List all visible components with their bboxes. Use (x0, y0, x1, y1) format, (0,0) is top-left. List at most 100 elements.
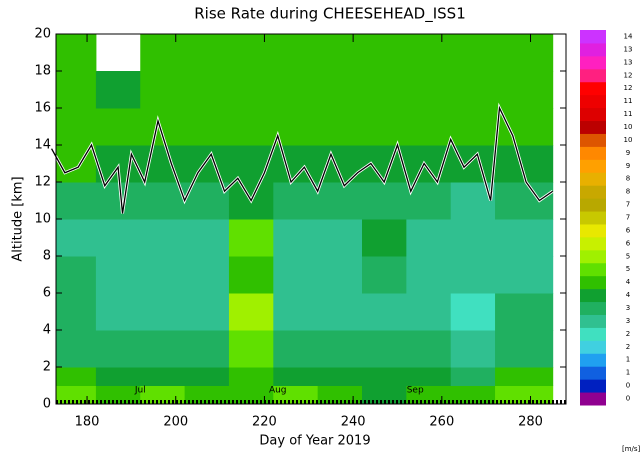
colorbar-label: 10 (624, 123, 633, 131)
colorbar-segment (580, 133, 606, 147)
heat-cell (362, 71, 407, 109)
heat-cell (228, 219, 274, 257)
colorbar-segment (580, 185, 606, 199)
heat-cell (140, 182, 186, 220)
heat-cell (56, 330, 97, 368)
colorbar-segment (580, 42, 606, 57)
heat-cell (228, 385, 274, 405)
heat-cell (228, 34, 274, 72)
tropopause-line (50, 105, 554, 214)
heat-cell (495, 219, 554, 257)
heat-cell (140, 330, 186, 368)
colorbar-segment (580, 288, 606, 303)
colorbar-segment (580, 223, 606, 238)
month-label: Sep (407, 386, 424, 396)
heat-cell (450, 256, 496, 294)
colorbar-label: 9 (626, 149, 630, 157)
heat-cell (273, 71, 319, 109)
heat-cell (56, 367, 97, 386)
colorbar-label: 11 (624, 97, 633, 105)
heat-cell (273, 293, 319, 331)
heat-cell (56, 145, 97, 183)
heat-cell (450, 293, 496, 331)
month-label: Aug (269, 386, 287, 396)
colorbar-label: 8 (626, 188, 630, 196)
colorbar-segment (580, 314, 606, 328)
heat-cell (317, 71, 363, 109)
colorbar-label: 6 (626, 239, 631, 247)
heat-cell (95, 182, 141, 220)
y-tick-label: 16 (34, 101, 51, 116)
colorbar-label: 13 (624, 45, 633, 53)
heat-cell (140, 293, 186, 331)
x-axis-label: Day of Year 2019 (259, 434, 370, 449)
heat-cell (95, 385, 141, 405)
y-tick-label: 8 (43, 249, 51, 264)
colorbar-segment (580, 30, 606, 44)
heat-cell (406, 219, 452, 257)
colorbar-segment (580, 68, 606, 83)
heat-cell (95, 108, 141, 146)
heat-cell (450, 385, 496, 405)
heat-cell (362, 385, 407, 405)
heat-cell (450, 182, 496, 220)
colorbar-label: 13 (624, 58, 633, 66)
month-label: Jul (134, 386, 146, 396)
colorbar-label: 9 (626, 162, 630, 170)
y-axis-label: Altitude [km] (11, 176, 26, 261)
heat-cell (362, 293, 407, 331)
colorbar-segment (580, 249, 606, 264)
heat-cell (406, 256, 452, 294)
heat-cell (56, 71, 97, 109)
colorbar-label: 3 (626, 304, 630, 312)
heat-cell (140, 71, 186, 109)
heat-cell (184, 256, 230, 294)
heat-cell (317, 182, 363, 220)
heat-cell (56, 108, 97, 146)
heat-cell (228, 330, 274, 368)
colorbar-segment (580, 81, 606, 96)
heat-cell (450, 145, 496, 183)
heat-cell (56, 182, 97, 220)
heat-cell (228, 256, 274, 294)
heat-cell (273, 256, 319, 294)
colorbar-segment (580, 146, 606, 160)
colorbar-label: 1 (626, 356, 630, 364)
heat-cell (273, 367, 319, 386)
heat-cell (495, 108, 554, 146)
colorbar-label: 4 (626, 278, 631, 286)
heat-cell (184, 108, 230, 146)
heat-cell (362, 330, 407, 368)
y-tick-label: 12 (34, 175, 51, 190)
heat-cell (228, 367, 274, 386)
heat-cell (450, 367, 496, 386)
colorbar-segment (580, 120, 606, 134)
colorbar-label: 8 (626, 175, 630, 183)
heat-cell (317, 108, 363, 146)
heat-cell (140, 219, 186, 257)
colorbar-label: 1 (626, 369, 630, 377)
colorbar-label: 7 (626, 214, 630, 222)
heat-cell (184, 145, 230, 183)
x-tick-label: 200 (163, 415, 188, 430)
heat-cell (95, 219, 141, 257)
heat-cell (495, 182, 554, 220)
heat-cell (362, 34, 407, 72)
heat-cell (406, 330, 452, 368)
heat-cell (406, 367, 452, 386)
colorbar-label: 2 (626, 330, 630, 338)
heat-cell (273, 34, 319, 72)
heat-cell (273, 219, 319, 257)
y-tick-label: 4 (43, 323, 51, 338)
colorbar-label: 0 (626, 382, 630, 390)
heat-cell (495, 367, 554, 386)
colorbar-segment (580, 340, 606, 354)
colorbar-label: 7 (626, 201, 630, 209)
heat-cell (273, 385, 319, 405)
colorbar-segment (580, 198, 606, 212)
colorbar-unit: [m/s] (622, 445, 641, 453)
heat-cell (362, 108, 407, 146)
heat-cell (184, 385, 230, 405)
colorbar-segment (580, 262, 606, 277)
